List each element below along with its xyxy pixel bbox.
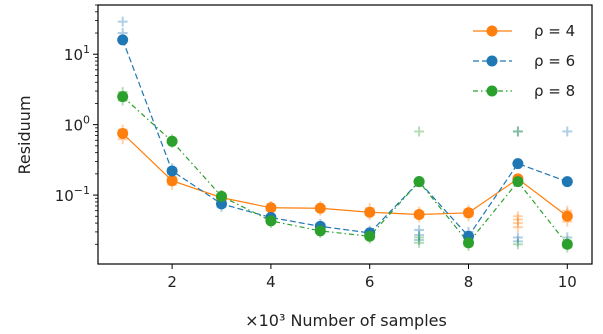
scatter-point bbox=[117, 16, 128, 27]
series-marker bbox=[166, 175, 178, 187]
series-lines-layer bbox=[122, 39, 568, 245]
x-tick-label: 2 bbox=[167, 273, 177, 291]
series-marker bbox=[265, 202, 277, 214]
series-marker bbox=[512, 176, 524, 188]
series-marker bbox=[413, 176, 425, 188]
series-line bbox=[122, 39, 568, 238]
scatter-point bbox=[512, 236, 523, 247]
scatter-point bbox=[512, 218, 523, 229]
series-marker bbox=[314, 225, 326, 237]
y-tick-label: 100 bbox=[64, 114, 90, 135]
legend-label: ρ = 6 bbox=[534, 52, 575, 70]
series-marker bbox=[216, 198, 227, 210]
series-marker bbox=[463, 237, 474, 249]
series-marker bbox=[265, 215, 277, 227]
series-marker bbox=[216, 190, 227, 202]
series-marker bbox=[561, 238, 573, 250]
x-tick-label: 4 bbox=[266, 273, 276, 291]
legend-label: ρ = 8 bbox=[534, 82, 575, 100]
legend-marker bbox=[486, 55, 498, 67]
series-marker bbox=[166, 165, 178, 177]
scatter-point bbox=[512, 211, 523, 222]
scatter-point bbox=[562, 126, 573, 137]
scatter-point bbox=[512, 222, 523, 233]
x-tick-label: 6 bbox=[365, 273, 375, 291]
scatter-point bbox=[512, 239, 523, 250]
scatter-point bbox=[414, 232, 425, 243]
tick-labels: 2 4 6 8 10 10−1 100 101 bbox=[55, 43, 577, 291]
legend-marker bbox=[486, 25, 498, 37]
scatter-point bbox=[414, 230, 425, 241]
scatter-point bbox=[414, 235, 425, 246]
x-tick-label: 8 bbox=[464, 273, 474, 291]
scatter-points-layer bbox=[117, 16, 573, 253]
series-marker bbox=[364, 206, 376, 218]
scatter-point bbox=[512, 232, 523, 243]
y-tick-label: 10−1 bbox=[55, 184, 90, 205]
series-marker bbox=[512, 158, 524, 170]
plot-frame bbox=[97, 4, 593, 265]
y-axis-title: Residuum bbox=[15, 95, 34, 174]
series-marker bbox=[364, 230, 376, 242]
scatter-point bbox=[512, 126, 523, 137]
legend-marker bbox=[486, 85, 498, 97]
series-marker bbox=[561, 176, 573, 188]
series-marker bbox=[117, 34, 129, 46]
series-marker bbox=[314, 202, 326, 214]
series-line bbox=[122, 96, 568, 245]
series-marker bbox=[117, 91, 129, 103]
scatter-point bbox=[414, 237, 425, 248]
series-marker bbox=[413, 208, 425, 220]
series-markers-layer bbox=[117, 34, 573, 250]
series-marker bbox=[463, 207, 474, 219]
x-tick-label: 10 bbox=[558, 273, 577, 291]
series-marker bbox=[117, 127, 129, 139]
axes bbox=[93, 4, 593, 269]
x-axis-title: ×10³ Number of samples bbox=[245, 311, 447, 330]
scatter-point bbox=[414, 224, 425, 235]
series-line bbox=[122, 133, 568, 217]
series-marker bbox=[561, 210, 573, 222]
scatter-point bbox=[414, 126, 425, 137]
legend: ρ = 4 ρ = 6 ρ = 8 bbox=[473, 22, 575, 100]
scatter-point bbox=[512, 126, 523, 137]
legend-label: ρ = 4 bbox=[534, 22, 575, 40]
series-marker bbox=[166, 135, 178, 147]
y-tick-label: 101 bbox=[64, 43, 90, 64]
scatter-point bbox=[512, 214, 523, 225]
